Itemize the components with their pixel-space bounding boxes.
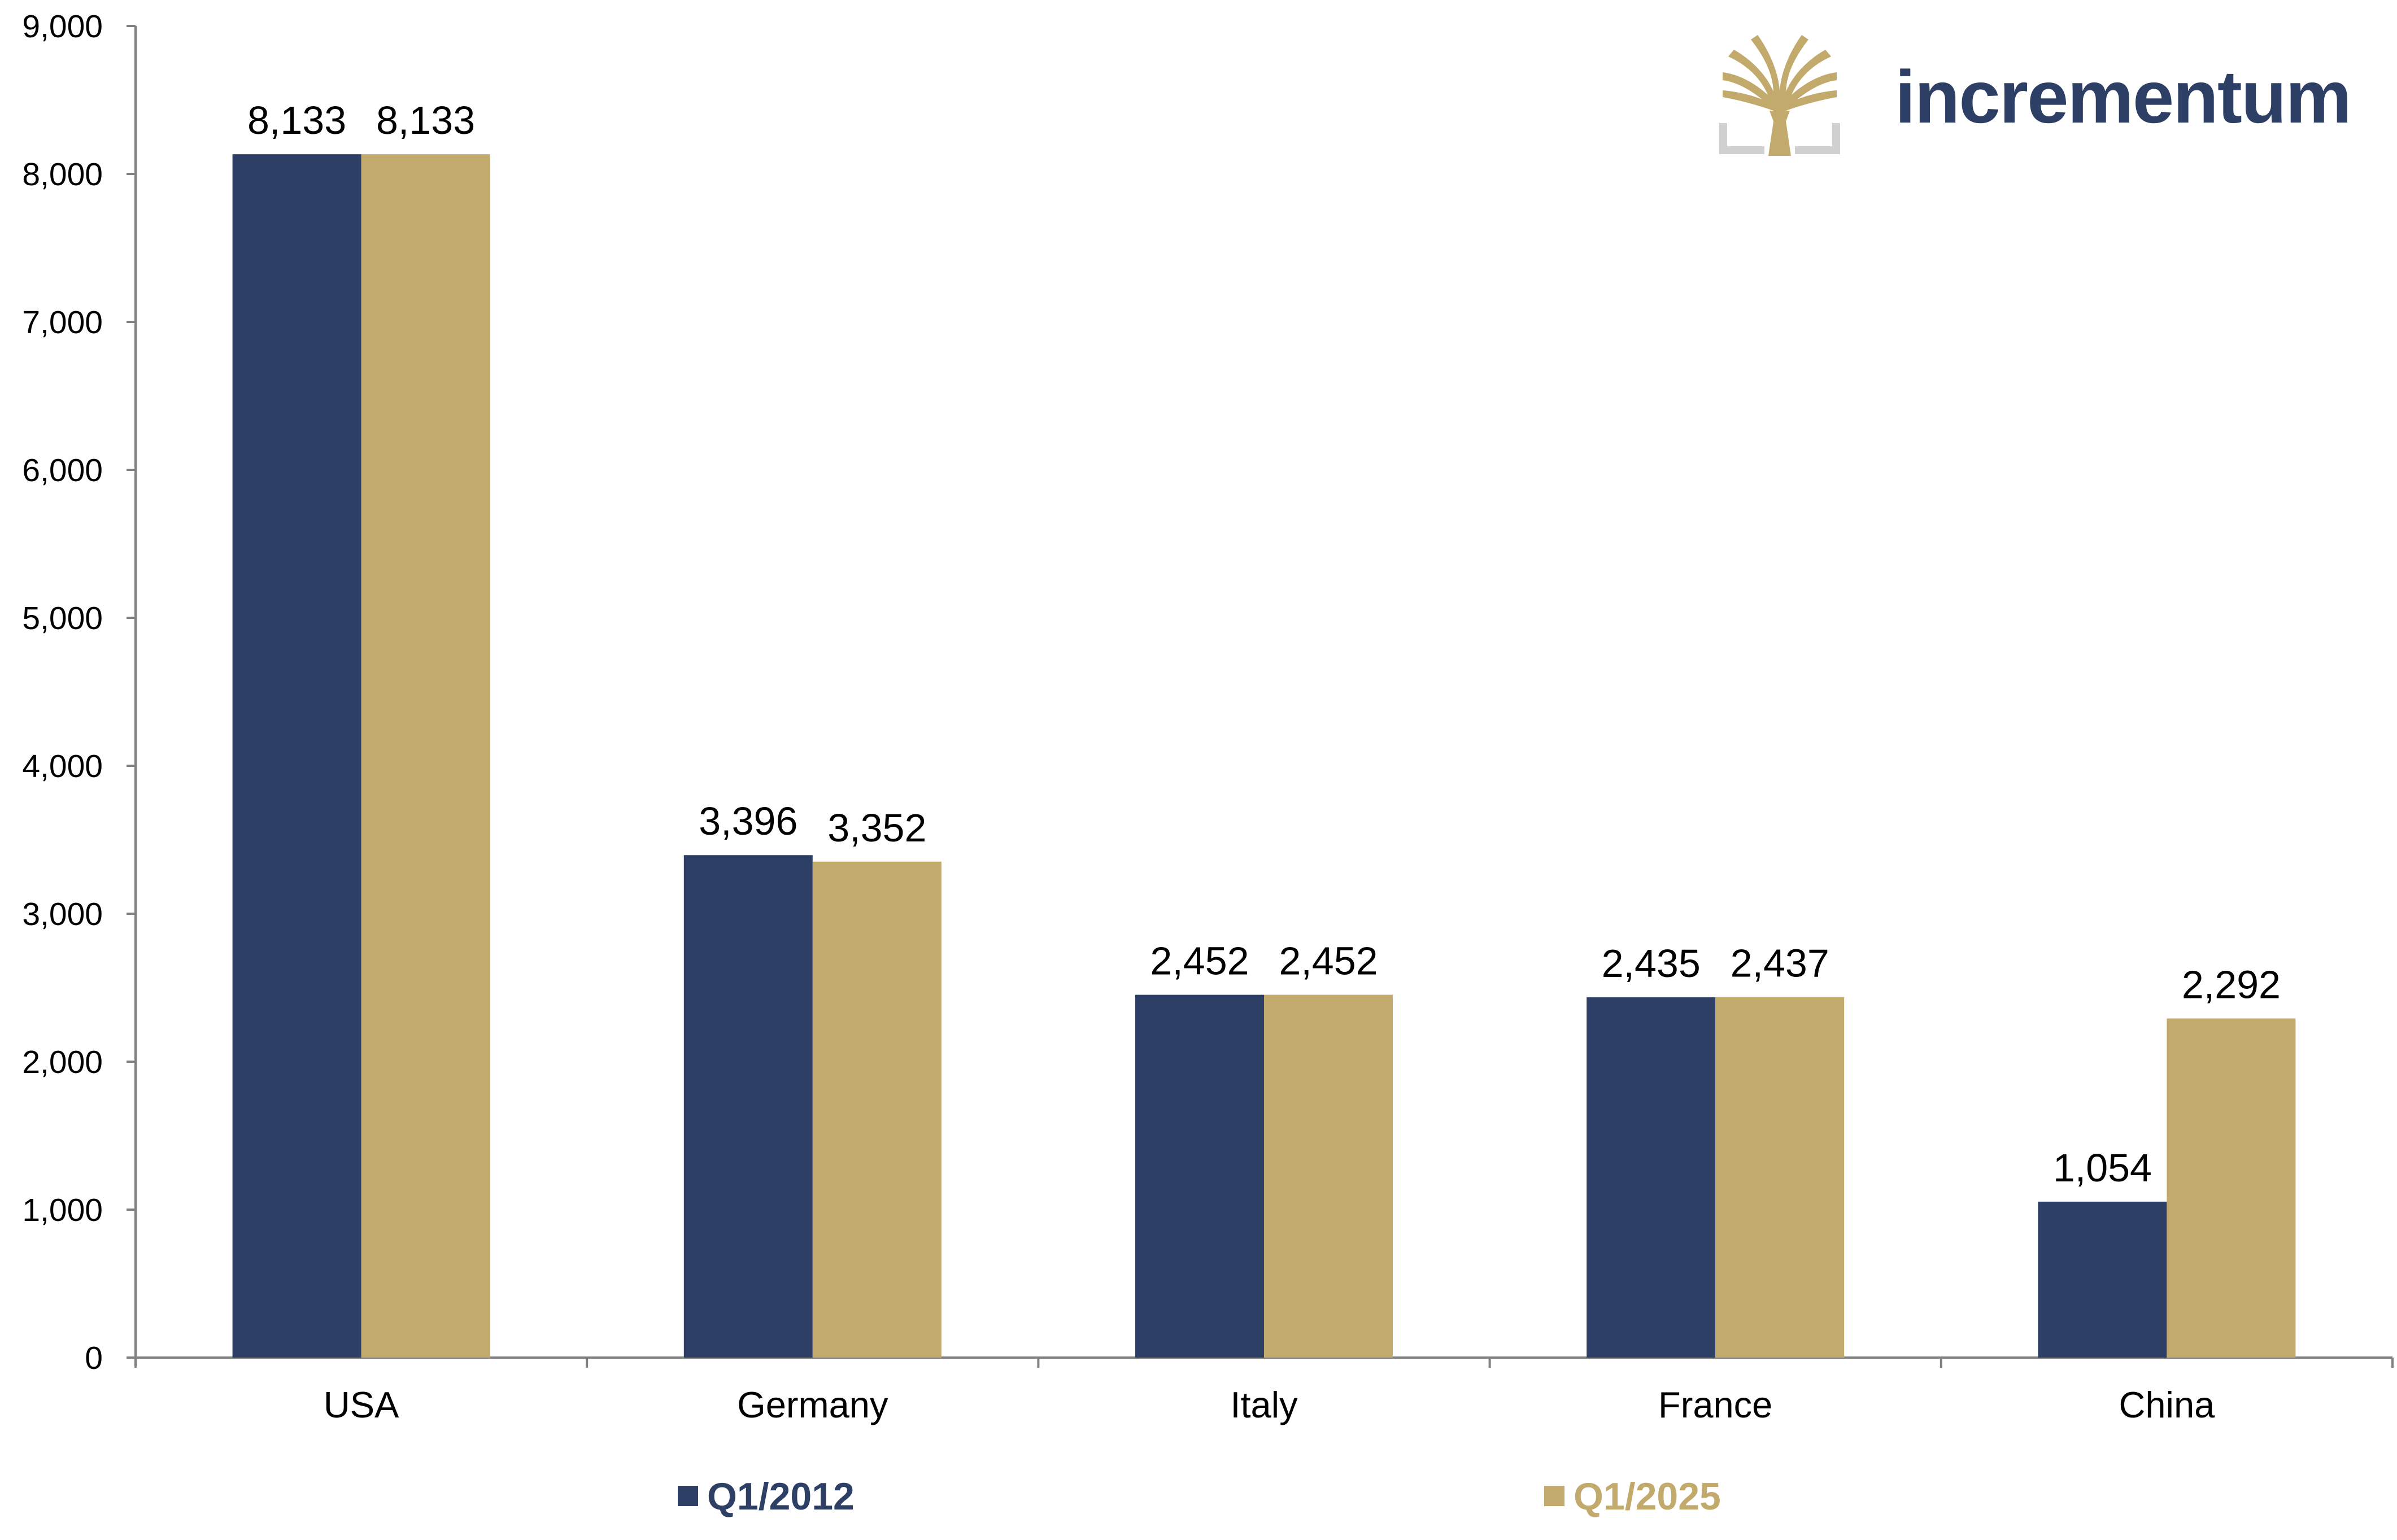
category-label: China bbox=[2119, 1384, 2215, 1425]
data-labels: 8,133 8,133 3,396 3,352 2,452 2,452 2,435 2,437… bbox=[247, 98, 2281, 1190]
y-tick-label: 9,000 bbox=[22, 8, 103, 45]
bar bbox=[361, 154, 490, 1358]
data-label: 2,292 bbox=[2182, 962, 2281, 1006]
bar bbox=[812, 861, 942, 1358]
data-label: 2,452 bbox=[1279, 939, 1378, 983]
legend-label: Q1/2025 bbox=[1574, 1475, 1721, 1518]
y-tick-label: 1,000 bbox=[22, 1192, 103, 1228]
bar bbox=[2038, 1201, 2167, 1358]
axes: 0 1,000 2,000 3,000 4,000 5,000 6,000 7,000 8,00… bbox=[22, 8, 2394, 1425]
category-label: Germany bbox=[737, 1384, 888, 1425]
bar bbox=[1135, 994, 1264, 1358]
data-label: 2,437 bbox=[1731, 941, 1829, 985]
data-label: 2,435 bbox=[1602, 941, 1701, 985]
legend-swatch bbox=[678, 1486, 698, 1506]
category-label: Italy bbox=[1230, 1384, 1298, 1425]
tree-logo-icon bbox=[1719, 35, 1840, 156]
category-label: France bbox=[1658, 1384, 1772, 1425]
bar bbox=[2167, 1018, 2296, 1358]
legend-label: Q1/2012 bbox=[707, 1475, 855, 1518]
bar bbox=[1587, 997, 1716, 1358]
bar bbox=[232, 154, 361, 1358]
data-label: 1,054 bbox=[2053, 1146, 2152, 1190]
y-tick-label: 7,000 bbox=[22, 304, 103, 341]
data-label: 3,396 bbox=[699, 799, 797, 843]
data-label: 3,352 bbox=[827, 806, 926, 850]
brand-logo: incrementum bbox=[1719, 35, 2352, 156]
y-tick-label: 3,000 bbox=[22, 896, 103, 932]
data-label: 8,133 bbox=[247, 98, 346, 142]
y-tick-label: 2,000 bbox=[22, 1044, 103, 1080]
y-tick-label: 8,000 bbox=[22, 156, 103, 193]
data-label: 2,452 bbox=[1150, 939, 1249, 983]
legend-swatch bbox=[1544, 1486, 1564, 1506]
legend: Q1/2012 Q1/2025 bbox=[678, 1475, 1721, 1518]
y-tick-label: 5,000 bbox=[22, 600, 103, 636]
data-label: 8,133 bbox=[376, 98, 475, 142]
brand-name: incrementum bbox=[1895, 55, 2351, 138]
y-tick-label: 4,000 bbox=[22, 748, 103, 784]
bars bbox=[232, 154, 2296, 1358]
y-tick-label: 0 bbox=[85, 1340, 103, 1376]
bar bbox=[1715, 997, 1845, 1358]
category-label: USA bbox=[324, 1384, 399, 1425]
bar bbox=[683, 855, 813, 1358]
bar bbox=[1264, 994, 1393, 1358]
y-tick-label: 6,000 bbox=[22, 452, 103, 488]
